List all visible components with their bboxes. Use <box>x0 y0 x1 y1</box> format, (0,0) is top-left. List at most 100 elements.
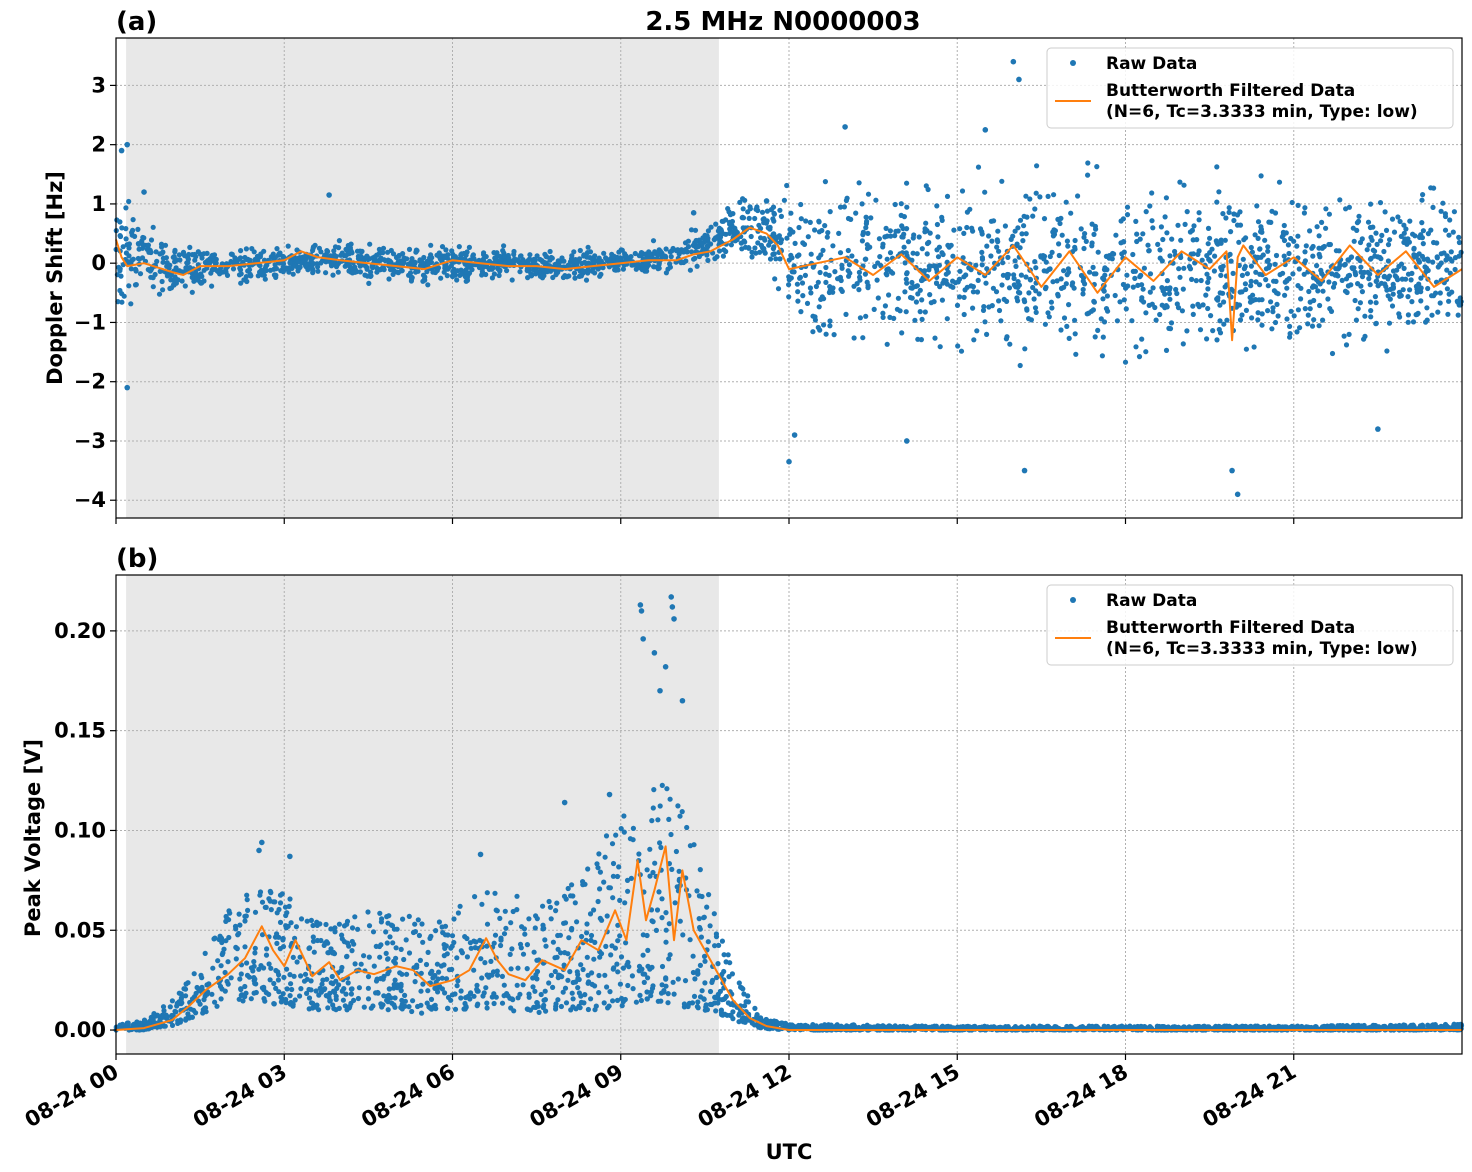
raw-data-point <box>921 268 928 274</box>
raw-data-point <box>784 235 790 241</box>
raw-data-point <box>966 265 972 271</box>
raw-data-point <box>1158 224 1164 230</box>
raw-data-point <box>712 943 718 949</box>
raw-data-point <box>1018 272 1024 278</box>
raw-data-point <box>406 913 412 920</box>
raw-data-point <box>810 329 816 335</box>
raw-data-point <box>596 851 602 857</box>
raw-data-point <box>175 1018 181 1024</box>
raw-data-point <box>244 960 250 966</box>
raw-data-point <box>454 955 460 961</box>
raw-data-point <box>603 833 610 839</box>
raw-data-point <box>818 296 824 302</box>
raw-data-point <box>1231 217 1237 224</box>
raw-data-point <box>672 900 678 906</box>
raw-data-point <box>1451 209 1457 215</box>
raw-data-point <box>614 873 621 880</box>
raw-data-point <box>645 975 651 981</box>
raw-data-point <box>288 920 294 926</box>
raw-data-point <box>543 943 549 949</box>
raw-data-point <box>827 209 833 215</box>
raw-data-point <box>123 236 129 242</box>
raw-data-point <box>306 986 312 993</box>
raw-data-point <box>1288 308 1294 314</box>
raw-data-point <box>856 180 862 186</box>
raw-data-point <box>1389 303 1396 309</box>
raw-data-point <box>699 240 705 246</box>
raw-data-point <box>287 896 293 902</box>
raw-data-point <box>343 252 349 259</box>
raw-data-point <box>1015 298 1021 304</box>
raw-data-point <box>903 276 909 282</box>
raw-data-point <box>1150 285 1156 291</box>
raw-data-point <box>170 254 176 260</box>
raw-data-point <box>746 215 752 221</box>
raw-data-point <box>252 980 258 987</box>
raw-data-point <box>1244 271 1250 277</box>
raw-data-point <box>271 1001 277 1007</box>
raw-data-point <box>1021 223 1027 229</box>
raw-data-point <box>336 1005 342 1012</box>
raw-data-point <box>1269 326 1275 332</box>
raw-data-point <box>926 263 932 269</box>
raw-data-point <box>979 255 986 261</box>
raw-data-point <box>671 991 677 997</box>
raw-data-point <box>708 241 714 247</box>
raw-data-outlier <box>982 127 989 133</box>
raw-data-point <box>871 306 877 312</box>
raw-data-point <box>937 284 943 290</box>
raw-data-point <box>1259 322 1265 328</box>
raw-data-point <box>1370 247 1376 253</box>
raw-data-point <box>1020 238 1026 244</box>
raw-data-point <box>1181 265 1187 271</box>
raw-data-point <box>540 903 546 909</box>
raw-data-point <box>1213 238 1219 244</box>
raw-data-point <box>633 999 640 1005</box>
raw-data-point <box>1401 265 1407 271</box>
raw-data-point <box>550 984 556 991</box>
raw-data-point <box>259 932 266 938</box>
raw-data-point <box>865 285 871 291</box>
raw-data-point <box>980 307 987 313</box>
raw-data-point <box>984 331 990 337</box>
raw-data-point <box>719 938 726 944</box>
raw-data-point <box>157 1018 163 1024</box>
raw-data-point <box>393 955 399 961</box>
raw-data-point <box>730 1009 736 1015</box>
raw-data-point <box>740 206 746 212</box>
raw-data-point <box>352 961 358 967</box>
raw-data-point <box>449 248 455 254</box>
raw-data-point <box>228 975 234 981</box>
raw-data-point <box>1362 313 1368 319</box>
raw-data-point <box>274 940 280 947</box>
raw-data-point <box>520 951 527 957</box>
raw-data-point <box>621 813 627 819</box>
raw-data-point <box>1374 241 1380 247</box>
raw-data-point <box>121 293 127 299</box>
raw-data-point <box>348 248 354 254</box>
raw-data-point <box>1093 226 1099 232</box>
raw-data-point <box>450 268 456 274</box>
raw-data-point <box>418 1002 424 1008</box>
raw-data-point <box>358 961 364 967</box>
raw-data-point <box>1248 244 1254 251</box>
raw-data-point <box>1260 252 1266 258</box>
raw-data-point <box>1368 234 1374 240</box>
raw-data-point <box>211 936 217 942</box>
raw-data-point <box>1311 297 1317 304</box>
raw-data-point <box>399 997 405 1003</box>
raw-data-point <box>1002 223 1009 229</box>
raw-data-point <box>1140 286 1146 292</box>
raw-data-point <box>1413 253 1420 259</box>
raw-data-point <box>1389 1023 1395 1029</box>
raw-data-point <box>1122 359 1129 365</box>
raw-data-point <box>964 224 970 231</box>
raw-data-point <box>359 248 365 254</box>
raw-data-point <box>507 951 513 958</box>
raw-data-point <box>868 215 874 221</box>
raw-data-point <box>812 227 818 233</box>
raw-data-point <box>611 253 617 259</box>
raw-data-point <box>183 266 189 272</box>
raw-data-point <box>807 219 813 225</box>
raw-data-point <box>1306 288 1312 295</box>
